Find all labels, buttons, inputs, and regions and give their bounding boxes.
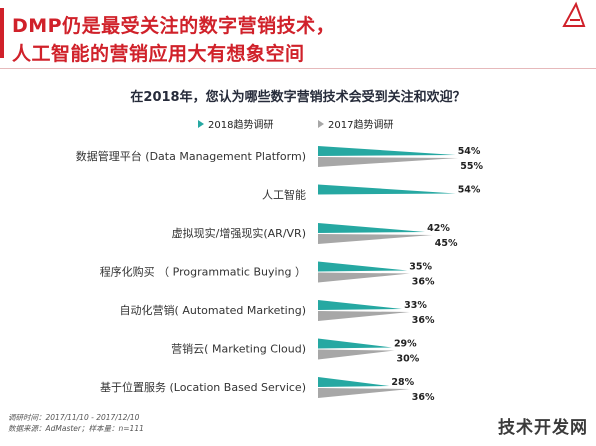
legend-item-2017: 2017趋势调研 — [318, 116, 393, 131]
bar-2017 — [318, 311, 410, 321]
category-label: 基于位置服务 (Location Based Service) — [100, 380, 306, 394]
data-label-2017: 36% — [412, 277, 435, 288]
category-label: 数据管理平台 (Data Management Platform) — [76, 149, 306, 163]
title-accent-bar — [0, 8, 4, 58]
bar-2017 — [318, 234, 433, 244]
legend-item-2018: 2018趋势调研 — [198, 116, 273, 131]
legend-marker-2017-icon — [318, 119, 324, 128]
corner-logo-icon — [562, 1, 586, 27]
footnote-data-source: 数据来源：AdMaster；样本量：n=111 — [8, 424, 144, 433]
category-label: 虚拟现实/增强现实(AR/VR) — [172, 226, 306, 240]
data-label-2018: 35% — [409, 262, 432, 273]
data-label-2018: 54% — [458, 146, 481, 157]
data-label-2018: 29% — [394, 339, 417, 350]
bar-2018 — [318, 146, 456, 156]
watermark-text: 技术开发网 — [498, 418, 588, 438]
data-label-2018: 54% — [458, 185, 481, 196]
bar-2018 — [318, 300, 403, 310]
data-label-2017: 55% — [460, 161, 483, 172]
bar-2017 — [318, 272, 410, 283]
data-label-2017: 30% — [397, 354, 420, 365]
legend-label-2017: 2017趋势调研 — [328, 120, 394, 131]
bar-2017 — [318, 388, 410, 398]
data-label-2018: 42% — [427, 223, 450, 234]
data-label-2017: 45% — [435, 238, 458, 249]
bar-2018 — [318, 184, 456, 195]
data-label-2018: 28% — [391, 377, 414, 388]
legend-marker-2018-icon — [198, 119, 204, 128]
bar-2018 — [318, 377, 390, 387]
bar-2018 — [318, 338, 392, 349]
data-label-2017: 36% — [412, 392, 435, 403]
category-label: 营销云( Marketing Cloud) — [171, 342, 306, 356]
legend-label-2018: 2018趋势调研 — [208, 120, 274, 131]
survey-question: 在2018年，您认为哪些数字营销技术会受到关注和欢迎？ — [130, 90, 466, 105]
title-divider — [0, 68, 596, 69]
category-label: 程序化购买 （ Programmatic Buying ） — [100, 265, 306, 279]
page-title-line-1: DMP仍是最受关注的数字营销技术， — [12, 15, 336, 37]
bar-2018 — [318, 223, 426, 233]
data-label-2017: 36% — [412, 315, 435, 326]
data-label-2018: 33% — [404, 300, 427, 311]
footnote-survey-period: 调研时间：2017/11/10 - 2017/12/10 — [8, 413, 140, 422]
bar-2017 — [318, 349, 395, 360]
category-label: 自动化营销( Automated Marketing) — [120, 303, 306, 317]
category-label: 人工智能 — [262, 188, 306, 202]
bar-2017 — [318, 157, 459, 167]
page-title-line-2: 人工智能的营销应用大有想象空间 — [12, 43, 305, 65]
bar-2018 — [318, 261, 408, 272]
